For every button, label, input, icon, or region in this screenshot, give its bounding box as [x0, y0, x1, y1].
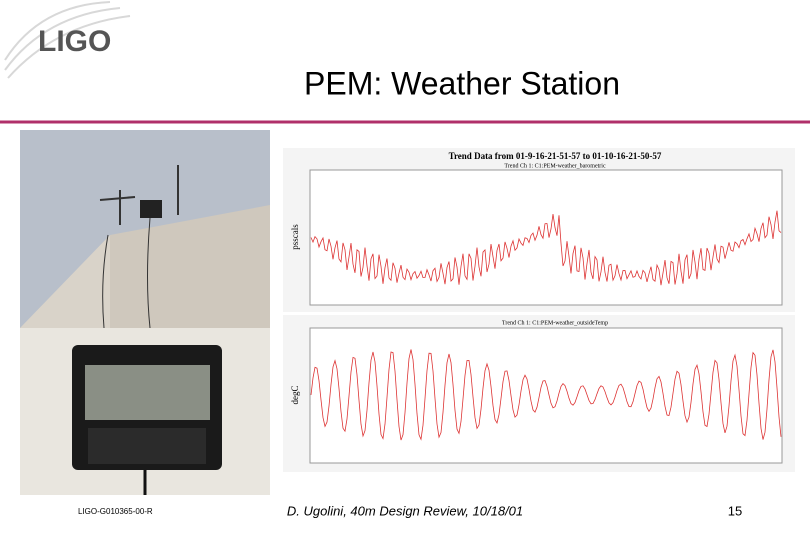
plot-channel: Trend Ch 1: C1:PEM-weather_barometric — [504, 163, 606, 169]
plot-2 — [283, 315, 795, 472]
trace — [310, 349, 782, 441]
page-number: 15 — [728, 503, 742, 518]
slide-title: PEM: Weather Station — [304, 65, 620, 101]
plot-title: Trend Data from 01-9-16-21-51-57 to 01-1… — [449, 151, 662, 161]
plot-ylabel: degC — [290, 386, 300, 405]
plot-1 — [283, 148, 795, 312]
photo-building — [20, 130, 270, 329]
plot-ylabel: psscals — [290, 224, 300, 250]
logo: LIGO — [38, 25, 111, 58]
logo-swoosh — [4, 1, 131, 79]
credit: D. Ugolini, 40m Design Review, 10/18/01 — [287, 503, 523, 518]
trace — [310, 210, 782, 286]
photo-console — [20, 328, 270, 495]
doc-id: LIGO-G010365-00-R — [78, 507, 153, 516]
plot-channel: Trend Ch 1: C1:PEM-weather_outsideTemp — [502, 320, 608, 326]
